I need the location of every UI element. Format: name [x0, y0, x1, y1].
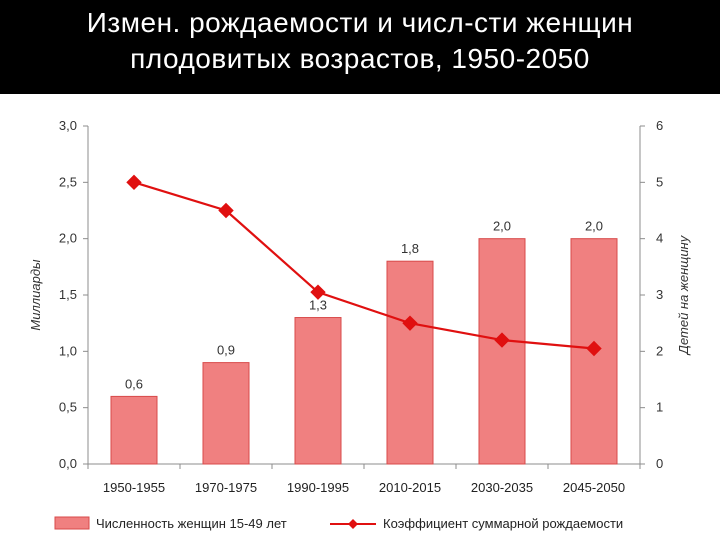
y-tick-label-right: 4	[656, 231, 663, 246]
y-tick-label-left: 0,0	[59, 456, 77, 471]
line-point	[586, 340, 602, 357]
line-series	[133, 181, 595, 350]
slide-title-line-1: Измен. рождаемости и числ-сти женщин	[86, 7, 634, 38]
y-tick-label-left: 2,0	[59, 231, 77, 246]
legend-label-bar: Численность женщин 15-49 лет	[96, 516, 287, 531]
bar-data-label: 2,0	[585, 219, 603, 234]
bar-data-label: 0,6	[125, 376, 143, 391]
bar-data-label: 1,8	[401, 241, 419, 256]
bar	[386, 260, 434, 465]
y-tick-label-left: 2,5	[59, 174, 77, 189]
y-tick-label-right: 2	[656, 343, 663, 358]
line-point	[218, 202, 234, 219]
y-tick-label-left: 3,0	[59, 118, 77, 133]
y-tick-label-right: 1	[656, 400, 663, 415]
x-tick-label: 2030-2035	[471, 480, 533, 495]
legend-swatch-bar	[54, 516, 90, 530]
x-tick-label: 1970-1975	[195, 480, 257, 495]
slide-title-line-2: плодовитых возрастов, 1950-2050	[130, 43, 590, 74]
x-tick-label: 1950-1955	[103, 480, 165, 495]
x-tick-label: 2045-2050	[563, 480, 625, 495]
bar	[110, 395, 158, 465]
y-tick-label-right: 3	[656, 287, 663, 302]
line-point	[310, 284, 326, 300]
x-tick-label: 2010-2015	[379, 480, 441, 495]
title-band: Измен. рождаемости и числ-сти женщин пло…	[0, 0, 720, 94]
y-axis-title-left: Миллиарды	[28, 259, 43, 331]
y-tick-label-right: 0	[656, 456, 663, 471]
bar	[478, 238, 526, 465]
bar-data-label: 0,9	[217, 343, 235, 358]
fertility-chart: 0,0 0,5 1,0 1,5 2,0 2,5 3,0 0 1 2 3 4 5 6 Миллиарды Дет…	[28, 118, 691, 531]
bar-data-label: 2,0	[493, 219, 511, 234]
line-point	[402, 315, 418, 331]
line-point	[126, 174, 142, 191]
y-tick-label-left: 1,5	[59, 287, 77, 302]
y-tick-label-right: 6	[656, 118, 663, 133]
x-tick-label: 1990-1995	[287, 480, 349, 495]
bar	[294, 317, 342, 465]
legend-swatch-marker	[348, 519, 358, 529]
y-tick-label-left: 0,5	[59, 400, 77, 415]
y-axis-title-right: Детей на женщину	[676, 234, 691, 356]
y-tick-label-left: 1,0	[59, 343, 77, 358]
line-point	[494, 332, 510, 348]
bar	[202, 362, 250, 465]
y-tick-label-right: 5	[656, 174, 663, 189]
legend-label-line: Коэффициент суммарной рождаемости	[383, 516, 623, 531]
bar-data-label: 1,3	[309, 298, 327, 313]
